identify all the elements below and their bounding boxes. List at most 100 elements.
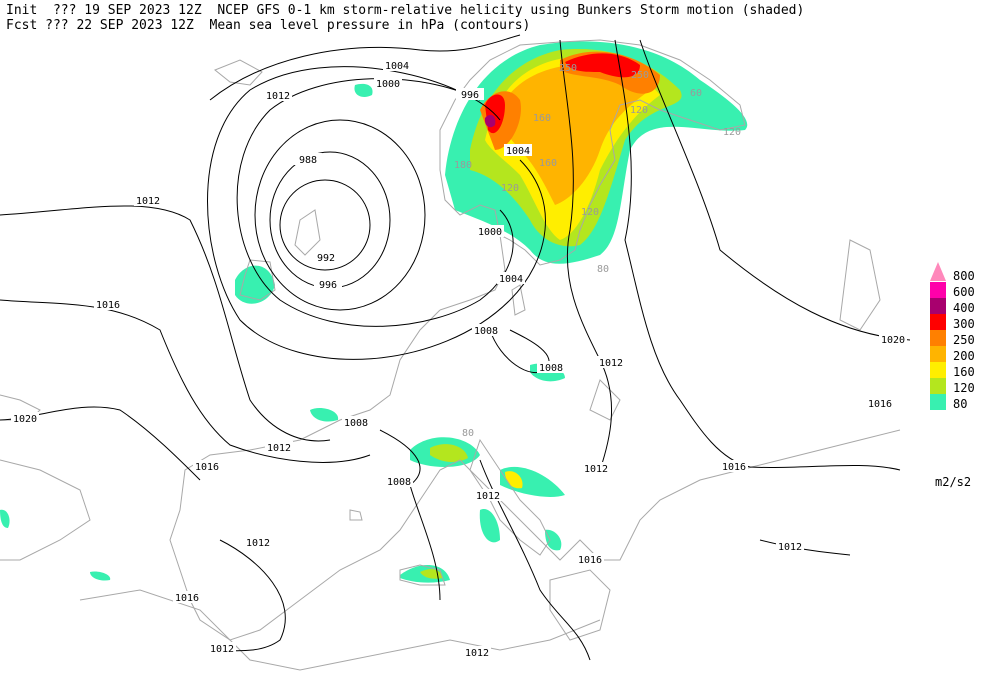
pressure-label: 1016 (195, 462, 219, 473)
pressure-label-bg (456, 88, 484, 100)
pressure-label: 1008 (344, 418, 368, 429)
legend-swatch (930, 394, 946, 410)
pressure-label: 1016 (578, 555, 602, 566)
pressure-label-bg (264, 89, 292, 101)
helicity-area (495, 64, 650, 205)
legend-swatch (930, 362, 946, 378)
pressure-label: 1008 (474, 326, 498, 337)
pressure-label-bg (472, 324, 500, 336)
legend-swatch (930, 262, 946, 281)
pressure-label-bg (312, 251, 340, 263)
pressure-label: 1004 (506, 146, 530, 157)
pressure-label: 1012 (778, 542, 802, 553)
helicity-area (484, 114, 496, 128)
header-line-1: Init ??? 19 SEP 2023 12Z NCEP GFS 0-1 km… (6, 3, 804, 18)
helicity-labels: 250 250 160 160 180 120 120 120 60 80 120 80 (454, 63, 741, 439)
pressure-label-bg (294, 153, 322, 165)
pressure-label: 1012 (267, 443, 291, 454)
pressure-label: 1004 (385, 61, 409, 72)
pressure-label: 1008 (387, 477, 411, 488)
helicity-area (235, 265, 275, 304)
legend-swatch (930, 314, 946, 330)
helicity-label: 250 (631, 70, 649, 81)
coastlines (0, 39, 901, 671)
helicity-area (430, 444, 468, 462)
pressure-label-bg (582, 462, 610, 474)
helicity-area (0, 509, 10, 528)
legend-label: 400 (953, 301, 975, 315)
pressure-label-bg (385, 475, 413, 487)
legend-label: 600 (953, 285, 975, 299)
helicity-area (310, 408, 339, 422)
pressure-label-bg (193, 460, 221, 472)
pressure-label-bg (208, 642, 236, 654)
pressure-label-bg (476, 225, 504, 237)
pressure-label-bg (720, 460, 748, 472)
pressure-label: 1012 (476, 491, 500, 502)
pressure-label: 1012 (465, 648, 489, 659)
pressure-label: 1020 (881, 335, 905, 346)
pressure-label-bg (463, 646, 491, 658)
helicity-label: 160 (533, 113, 551, 124)
pressure-label: 1012 (599, 358, 623, 369)
helicity-label: 80 (597, 264, 609, 275)
legend-swatch (930, 282, 946, 298)
legend-unit: m2/s2 (935, 475, 971, 489)
legend-label: 200 (953, 349, 975, 363)
helicity-label: 120 (501, 183, 519, 194)
pressure-label: 1000 (478, 227, 502, 238)
pressure-label-bg (374, 77, 402, 89)
helicity-label: 120 (581, 207, 599, 218)
helicity-area (354, 83, 373, 97)
pressure-label-bg (244, 536, 272, 548)
legend-label: 800 (953, 269, 975, 283)
pressure-label: 1016 (96, 300, 120, 311)
helicity-area (90, 571, 111, 581)
pressure-label-bg (879, 333, 907, 345)
pressure-label: 1012 (246, 538, 270, 549)
helicity-area (479, 509, 500, 543)
legend: m2/s2 800 600 400 300 250 200 160 120 80 (930, 262, 975, 489)
pressure-label-bg (504, 144, 532, 156)
legend-label: 300 (953, 317, 975, 331)
legend-swatch (930, 330, 946, 346)
helicity-label: 250 (559, 63, 577, 74)
helicity-label: 160 (539, 158, 557, 169)
pressure-label: 1000 (376, 79, 400, 90)
pressure-label-bg (866, 397, 894, 409)
pressure-label-bg (265, 441, 293, 453)
helicity-label: 120 (723, 127, 741, 138)
helicity-area (545, 529, 562, 551)
helicity-shading (0, 41, 748, 583)
helicity-label: 60 (690, 88, 702, 99)
pressure-labels: 1004 1012 1000 996 988 992 996 1012 1016 1000 1004… (11, 59, 907, 659)
pressure-label-bg (576, 553, 604, 565)
pressure-label: 1012 (584, 464, 608, 475)
header-line-2: Fcst ??? 22 SEP 2023 12Z Mean sea level … (6, 18, 530, 33)
pressure-contours (0, 34, 911, 661)
pressure-label: 1016 (175, 593, 199, 604)
pressure-label: 992 (317, 253, 335, 264)
legend-label: 160 (953, 365, 975, 379)
pressure-label-bg (173, 591, 201, 603)
pressure-label: 996 (461, 90, 479, 101)
legend-swatch (930, 298, 946, 314)
pressure-label: 1004 (499, 274, 523, 285)
pressure-label: 1016 (868, 399, 892, 410)
pressure-label: 996 (319, 280, 337, 291)
pressure-label-bg (11, 412, 39, 424)
pressure-label: 1012 (266, 91, 290, 102)
helicity-label: 180 (454, 160, 472, 171)
legend-label: 120 (953, 381, 975, 395)
helicity-label: 80 (462, 428, 474, 439)
pressure-label-bg (537, 361, 565, 373)
pressure-label: 988 (299, 155, 317, 166)
legend-swatch (930, 378, 946, 394)
pressure-label-bg (94, 298, 122, 310)
pressure-label-bg (314, 278, 342, 290)
pressure-label: 1012 (136, 196, 160, 207)
helicity-label: 120 (630, 105, 648, 116)
pressure-label: 1008 (539, 363, 563, 374)
pressure-label-bg (134, 194, 162, 206)
